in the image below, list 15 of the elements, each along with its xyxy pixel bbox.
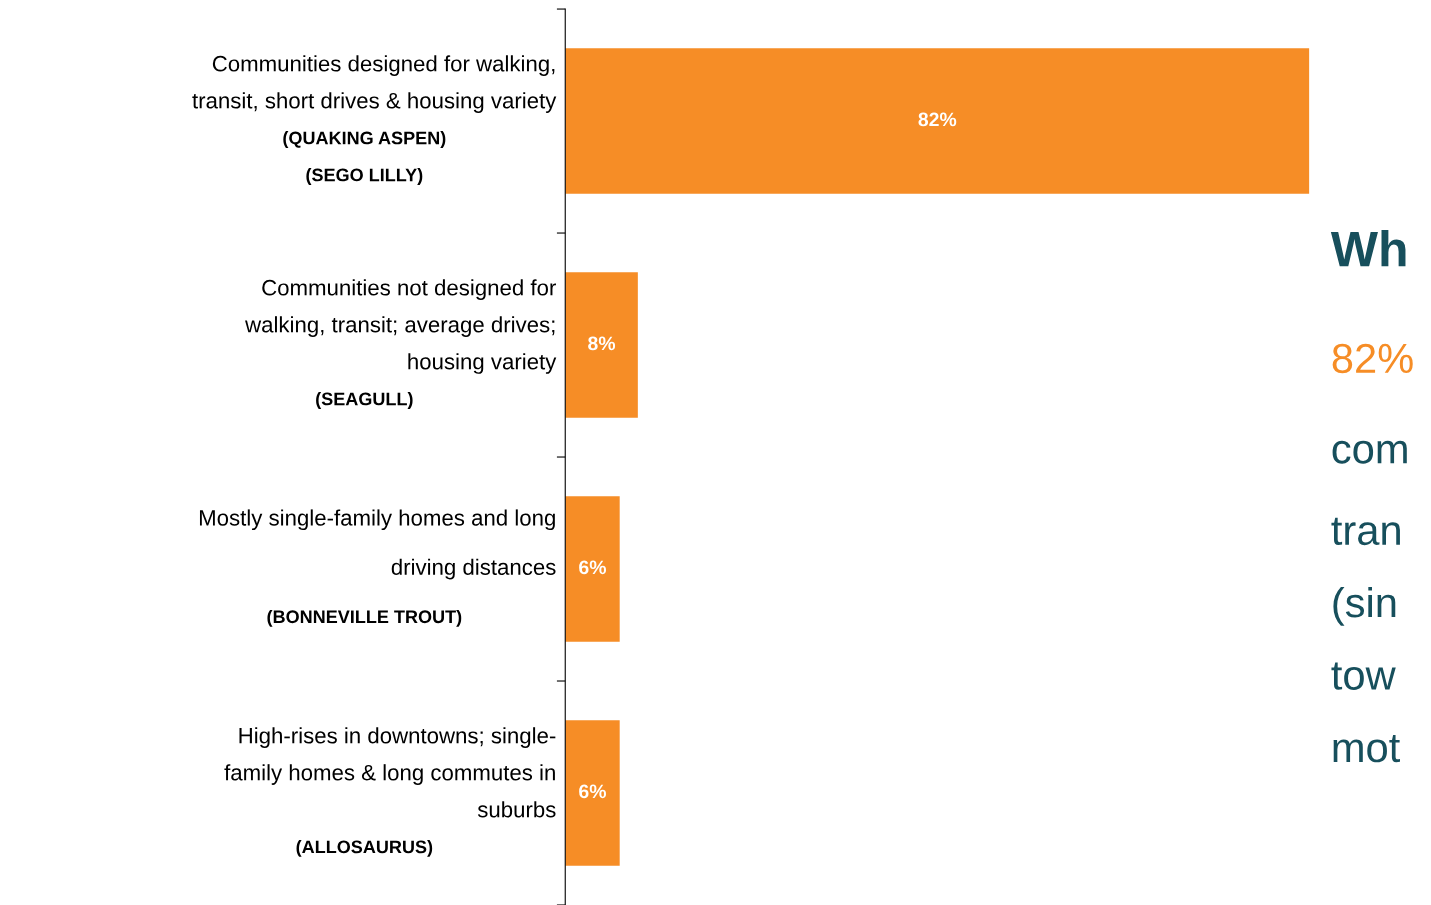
data-label: 8% bbox=[588, 336, 616, 351]
y-tick-label: Communities not designed for walking, transit; average drives; housing variety (SEAGULL) bbox=[245, 279, 557, 409]
text: 82% bbox=[1332, 343, 1413, 374]
text: tran bbox=[1331, 517, 1400, 546]
text: Wh bbox=[1330, 230, 1406, 267]
y-tick-label: Communities designed for walking, transit, short drives & housing variety (QUAKING ASPEN) (SEGO LILLY) bbox=[192, 55, 557, 185]
category-label: Mostly single-family homes and long driving distances (BONNEVILLE TROUT) bbox=[199, 509, 556, 627]
data-label: 6% bbox=[579, 560, 607, 575]
data-label: 82% bbox=[918, 112, 957, 127]
data-label: 6% bbox=[579, 784, 607, 799]
text: com bbox=[1332, 440, 1407, 464]
text: (sin bbox=[1333, 586, 1396, 626]
category-label: High-rises in downtowns; single- family homes & long commutes in suburbs (ALLOSAURUS) bbox=[224, 727, 556, 857]
text: tow bbox=[1331, 662, 1396, 690]
text: mot bbox=[1333, 734, 1400, 763]
